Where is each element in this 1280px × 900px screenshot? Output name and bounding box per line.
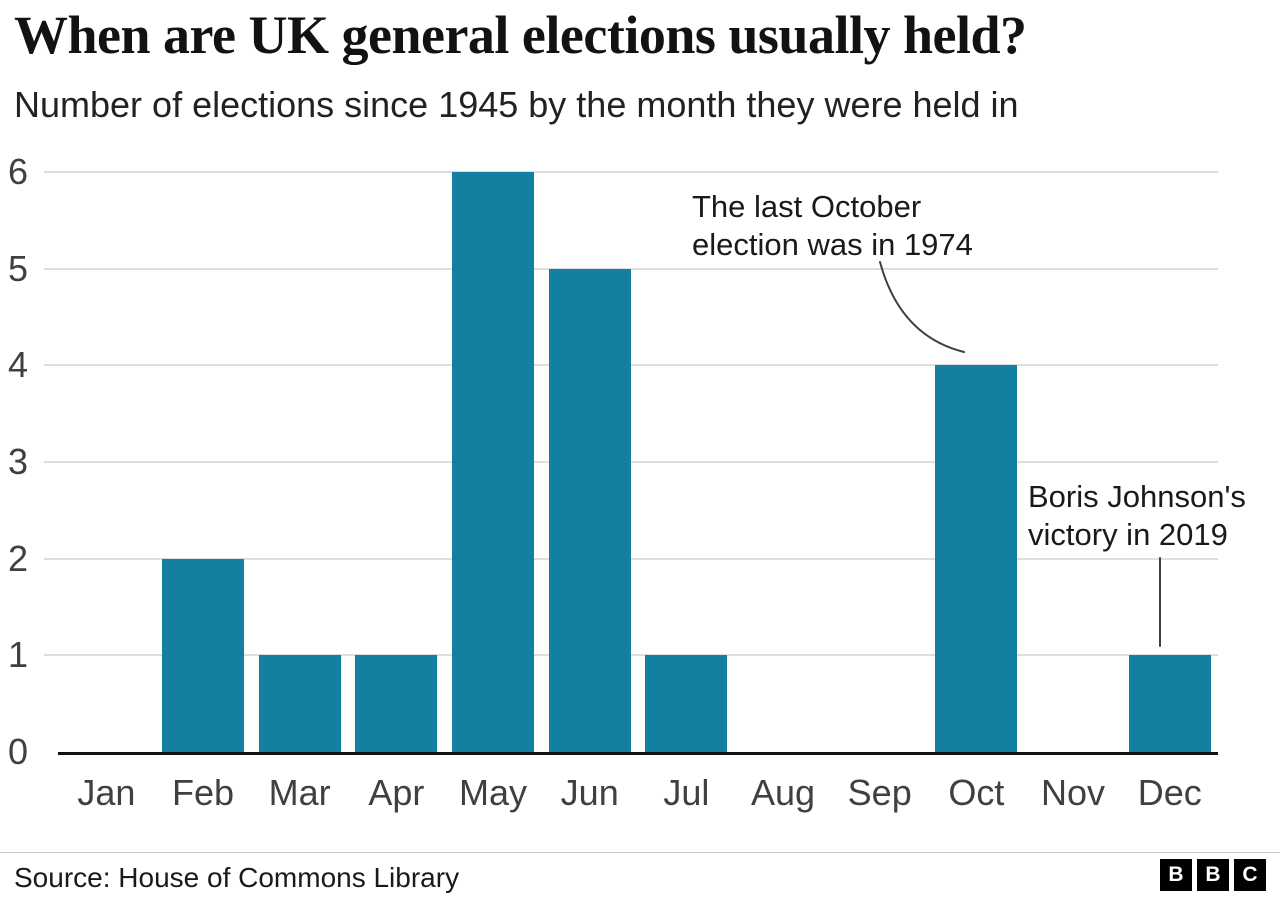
bar-slot-apr — [348, 172, 445, 752]
x-axis: Jan Feb Mar Apr May Jun Jul Aug Sep Oct Nov Dec — [58, 772, 1218, 814]
chart-title: When are UK general elections usually he… — [14, 5, 1027, 65]
bar-slot-feb — [155, 172, 252, 752]
bbc-logo-letter-b2: B — [1197, 859, 1229, 891]
bar-slot-dec — [1121, 172, 1218, 752]
annotation-december: Boris Johnson's victory in 2019 — [1028, 478, 1246, 554]
bar-slot-jun — [541, 172, 638, 752]
bar-slot-jan — [58, 172, 155, 752]
x-tick-label-feb: Feb — [171, 772, 235, 813]
gridline-4 — [44, 364, 1218, 367]
bar-may — [451, 172, 535, 752]
x-tick-label-aug: Aug — [751, 772, 816, 813]
y-tick-label-6: 6 — [8, 151, 29, 192]
annotation-december-line2: victory in 2019 — [1028, 517, 1228, 552]
bar-slot-nov — [1025, 172, 1122, 752]
gridline-6 — [44, 171, 1218, 173]
bar-jul — [645, 655, 728, 752]
annotation-october: The last October election was in 1974 — [692, 188, 973, 264]
y-tick-label-2: 2 — [8, 537, 29, 579]
footer-divider — [0, 852, 1280, 853]
x-tick-label-mar: Mar — [268, 772, 331, 813]
plot-area — [44, 171, 1218, 755]
y-tick-label-3: 3 — [8, 441, 29, 482]
bar-feb — [161, 558, 245, 752]
bbc-logo-letter-b1: B — [1160, 859, 1192, 891]
bar-slot-mar — [251, 172, 348, 752]
bbc-logo: B B C — [1160, 859, 1266, 891]
y-tick-label-0: 0 — [8, 731, 29, 772]
x-tick-label-jan: Jan — [77, 772, 136, 813]
source-text: Source: House of Commons Library — [14, 862, 460, 893]
annotation-october-line2: election was in 1974 — [692, 227, 973, 262]
bar-jun — [548, 268, 631, 752]
x-tick-label-sep: Sep — [847, 772, 912, 813]
x-tick-label-jul: Jul — [663, 772, 710, 813]
bar-slot-may — [445, 172, 542, 752]
bar-slot-jul — [638, 172, 735, 752]
x-tick-label-jun: Jun — [560, 772, 619, 813]
chart-subtitle: Number of elections since 1945 by the mo… — [14, 84, 1019, 125]
gridline-3 — [44, 461, 1218, 463]
bar-dec — [1128, 655, 1211, 752]
bar-slot-oct — [928, 172, 1025, 752]
gridline-5 — [44, 267, 1218, 270]
annotation-october-line1: The last October — [692, 189, 922, 224]
y-tick-label-5: 5 — [8, 247, 29, 289]
x-tick-label-apr: Apr — [368, 772, 425, 813]
bar-mar — [258, 655, 341, 752]
gridline-2 — [44, 557, 1218, 560]
x-tick-label-nov: Nov — [1041, 772, 1106, 813]
y-tick-label-1: 1 — [8, 634, 29, 676]
x-tick-label-oct: Oct — [948, 772, 1005, 813]
bbc-logo-letter-c: C — [1234, 859, 1266, 891]
bar-oct — [935, 365, 1018, 752]
y-axis: 0 1 2 3 4 5 6 — [8, 151, 52, 772]
x-tick-label-dec: Dec — [1137, 772, 1202, 813]
x-tick-label-may: May — [459, 772, 528, 813]
gridline-1 — [44, 654, 1218, 657]
y-tick-label-4: 4 — [8, 344, 29, 386]
annotation-december-line1: Boris Johnson's — [1028, 479, 1246, 514]
bar-apr — [355, 655, 438, 752]
